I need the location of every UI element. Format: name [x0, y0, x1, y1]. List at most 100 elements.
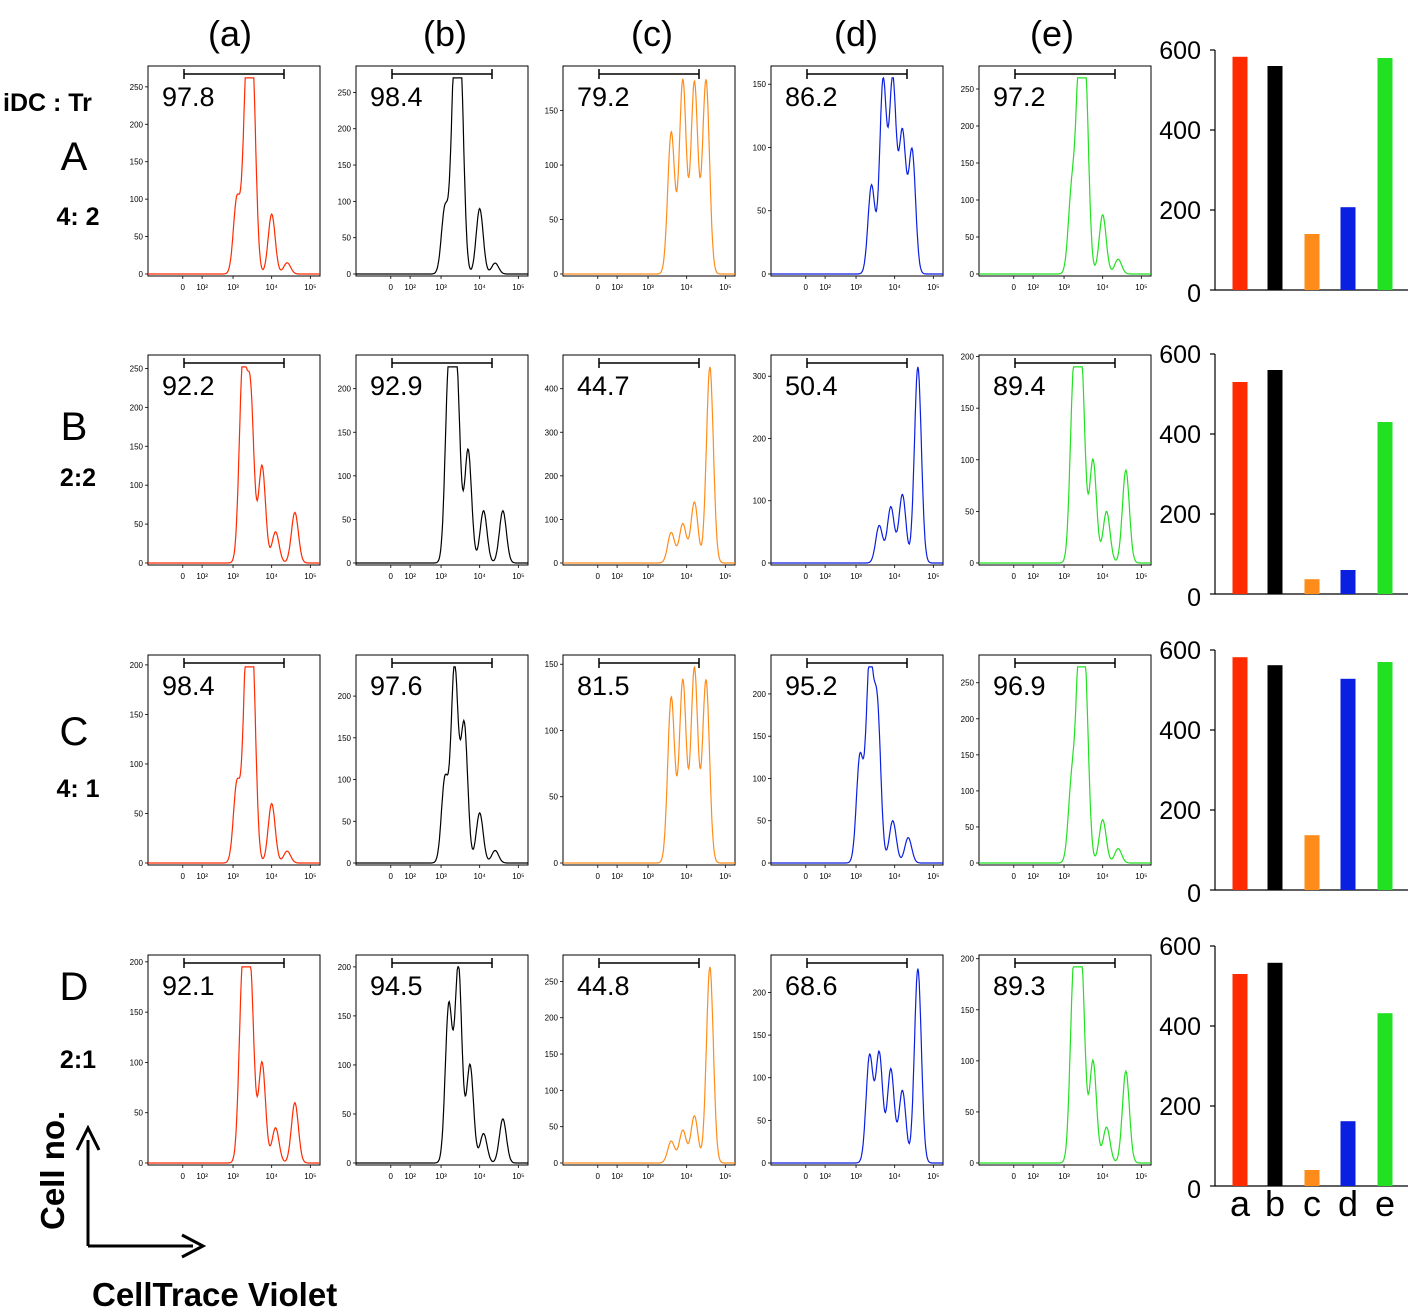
y-tick-label: 100: [961, 1057, 975, 1066]
axis-legend: iDC : Tr Cell no. CellTrace Violet: [3, 89, 337, 1312]
histogram-curve-Da: [148, 966, 320, 1164]
y-tick-label: 100: [130, 481, 144, 490]
x-tick-label: 10⁴: [1097, 572, 1110, 581]
y-tick-label: 250: [961, 85, 975, 94]
x-tick-label: 10²: [404, 872, 416, 881]
histogram-curve-Bb: [356, 366, 528, 564]
histogram-grid: 0 50 100 150 200 250 0 10² 10³ 10⁴ 10⁵ 97.8 0 50 100 15…: [130, 65, 1152, 1181]
y-tick-label: 0: [970, 1159, 975, 1168]
x-tick-label: 10²: [196, 1172, 208, 1181]
y-tick-label: 150: [338, 428, 352, 437]
y-tick-label: 50: [342, 234, 351, 243]
histogram-curve-Ba: [148, 366, 320, 564]
histogram-panel-Cb: 0 50 100 150 200 0 10² 10³ 10⁴ 10⁵ 97.6: [338, 654, 529, 881]
y-tick-label: 200: [961, 353, 975, 362]
row-ratio-D: 2:1: [60, 1046, 96, 1074]
histogram-frame: [978, 65, 1152, 277]
gate-percent-Ca: 98.4: [162, 671, 215, 701]
y-tick-label: 200: [130, 958, 144, 967]
y-tick-label: 100: [338, 776, 352, 785]
gate-percent-Cc: 81.5: [577, 671, 630, 701]
y-tick-label: 150: [130, 710, 144, 719]
x-tick-label: 10⁵: [1135, 872, 1147, 881]
bar-c: [1304, 1170, 1320, 1186]
y-tick-label: 150: [130, 158, 144, 167]
row-ratio-A: 4: 2: [56, 203, 99, 231]
y-tick-label: 250: [338, 88, 352, 97]
x-tick-label: 10³: [642, 283, 654, 292]
x-tick-label: 10⁵: [719, 872, 731, 881]
bar-c: [1304, 234, 1320, 290]
y-tick-label: 150: [338, 1012, 352, 1021]
y-tick-label: 50: [757, 207, 766, 216]
x-tick-label: 10⁵: [927, 572, 939, 581]
y-axis-label: Cell no.: [34, 1111, 71, 1230]
x-tick-label: 10⁴: [266, 1172, 279, 1181]
y-tick-label: 50: [757, 1116, 766, 1125]
y-tick-label: 200: [961, 955, 975, 964]
histogram-curve-Dd: [771, 968, 943, 1164]
histogram-panel-Ae: 0 50 100 150 200 250 0 10² 10³ 10⁴ 10⁵ 97.2: [961, 65, 1152, 292]
y-tick-label: 200: [961, 122, 975, 131]
histogram-panel-Ce: 0 50 100 150 200 250 0 10² 10³ 10⁴ 10⁵ 96.9: [961, 654, 1152, 881]
histogram-panel-Cd: 0 50 100 150 200 0 10² 10³ 10⁴ 10⁵ 95.2: [753, 654, 944, 881]
bar-d: [1340, 570, 1356, 594]
y-tick-label: 0: [554, 1159, 559, 1168]
gate-percent-Bc: 44.7: [577, 371, 630, 401]
histogram-panel-Bb: 0 50 100 150 200 0 10² 10³ 10⁴ 10⁵ 92.9: [338, 354, 529, 581]
y-tick-label: 0: [139, 859, 144, 868]
y-tick-label: 0: [554, 859, 559, 868]
bar-b: [1267, 665, 1283, 890]
y-tick-label: 200: [753, 690, 767, 699]
x-tick-label: 10³: [227, 572, 239, 581]
x-tick-label: 10²: [1027, 1172, 1039, 1181]
row-labels: A 4: 2 B 2:2 C 4: 1 D 2:1: [56, 135, 99, 1074]
x-tick-label: 10⁴: [474, 872, 487, 881]
x-tick-label: 10⁵: [304, 872, 316, 881]
histogram-panel-Aa: 0 50 100 150 200 250 0 10² 10³ 10⁴ 10⁵ 97.8: [130, 65, 321, 292]
x-tick-label: 10⁴: [889, 872, 902, 881]
histogram-curve-Ad: [771, 76, 943, 275]
x-tick-label: 10²: [1027, 872, 1039, 881]
y-tick-label: 100: [130, 195, 144, 204]
histogram-curve-Dc: [563, 966, 735, 1164]
y-tick-label: 200: [961, 715, 975, 724]
y-tick-label: 150: [545, 1050, 559, 1059]
x-tick-label: 10⁴: [474, 572, 487, 581]
row-letter-B: B: [61, 405, 88, 449]
x-tick-label: 0: [1012, 283, 1017, 292]
column-header-c: (c): [631, 13, 673, 54]
histogram-frame: [770, 654, 944, 866]
row-letter-A: A: [61, 135, 88, 179]
y-tick-label: 200: [545, 472, 559, 481]
gate-percent-Dd: 68.6: [785, 971, 838, 1001]
x-tick-label: 10³: [642, 1172, 654, 1181]
x-tick-label: 10⁵: [512, 1172, 524, 1181]
histogram-curve-Ae: [979, 77, 1151, 275]
bar-a: [1232, 657, 1248, 890]
y-tick-label: 250: [130, 364, 144, 373]
y-tick-label: 150: [545, 660, 559, 669]
y-tick-label: 0: [762, 270, 767, 279]
x-tick-label: 10³: [227, 283, 239, 292]
gate-percent-Bb: 92.9: [370, 371, 423, 401]
y-tick-label: 250: [961, 679, 975, 688]
bar-category-label-c: c: [1303, 1183, 1321, 1224]
bar-y-tick-label: 400: [1159, 717, 1201, 745]
row-letter-C: C: [60, 710, 89, 754]
bar-y-tick-label: 0: [1187, 880, 1201, 908]
gate-percent-Ce: 96.9: [993, 671, 1046, 701]
y-tick-label: 150: [961, 404, 975, 413]
histogram-panel-Dc: 0 50 100 150 200 250 0 10² 10³ 10⁴ 10⁵ 44.8: [545, 954, 736, 1181]
y-tick-label: 400: [545, 385, 559, 394]
y-tick-label: 50: [342, 817, 351, 826]
x-tick-label: 10²: [404, 572, 416, 581]
histogram-frame: [355, 954, 529, 1166]
x-tick-label: 10²: [819, 283, 831, 292]
histogram-panel-Cc: 0 50 100 150 0 10² 10³ 10⁴ 10⁵ 81.5: [545, 654, 736, 881]
histogram-frame: [978, 954, 1152, 1166]
y-tick-label: 200: [753, 434, 767, 443]
gate-percent-Ab: 98.4: [370, 82, 423, 112]
y-tick-label: 100: [753, 497, 767, 506]
